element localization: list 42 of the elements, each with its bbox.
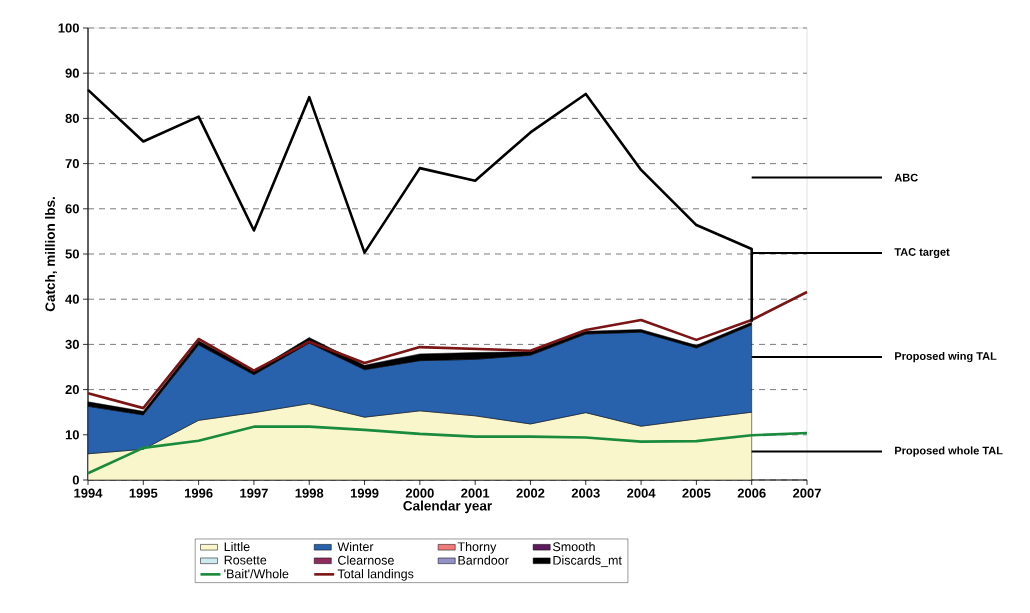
legend-label: Winter — [337, 541, 374, 552]
legend-label: Little — [224, 541, 250, 552]
x-tick-label: 1998 — [295, 488, 324, 498]
legend-label: Clearnose — [338, 555, 394, 565]
legend-label: 'Bait'/Whole — [224, 569, 289, 579]
legend-label: Thorny — [457, 541, 497, 554]
y-tick-label: 20 — [65, 384, 79, 395]
line-series — [86, 425, 809, 475]
y-tick-label: 50 — [65, 249, 79, 259]
y-tick-label: 100 — [58, 23, 79, 33]
ref-line-label: ABC — [894, 173, 918, 182]
x-tick-label: 1994 — [74, 488, 103, 498]
x-tick-label: 1999 — [350, 488, 379, 498]
y-tick-label: 90 — [65, 68, 79, 78]
x-tick-label: 1997 — [240, 488, 268, 498]
ref-line-label: Proposed wing TAL — [895, 351, 997, 363]
ref-line-label: Proposed whole TAL — [895, 446, 1003, 457]
legend-label: Barndoor — [458, 555, 509, 565]
x-tick-label: 2001 — [461, 488, 490, 498]
y-tick-label: 60 — [65, 204, 79, 214]
x-tick-label: 2002 — [516, 488, 545, 498]
y-tick-label: 40 — [65, 294, 79, 304]
x-axis-title: Calendar year — [403, 500, 492, 514]
ref-line-label: TAC target — [894, 248, 950, 259]
legend-label: Rosette — [224, 555, 267, 565]
x-tick-label: 2000 — [405, 488, 434, 498]
y-axis-title: Catch, million lbs. — [45, 197, 57, 312]
x-tick-label: 2007 — [793, 488, 821, 498]
legend-label: Smooth — [553, 541, 595, 552]
x-tick-label: 2005 — [682, 488, 711, 498]
x-tick-label: 1996 — [184, 488, 213, 498]
y-tick-label: 70 — [65, 158, 79, 169]
legend-label: Total landings — [337, 569, 414, 581]
y-tick-label: 10 — [65, 430, 79, 440]
y-tick-label: 30 — [65, 339, 79, 349]
x-tick-label: 2006 — [737, 488, 766, 498]
y-tick-label: 80 — [65, 113, 79, 123]
y-tick-label: 0 — [72, 475, 79, 485]
legend-label: Discards_mt — [553, 555, 622, 568]
x-tick-label: 2004 — [627, 488, 656, 498]
x-tick-label: 2003 — [571, 488, 600, 498]
x-tick-label: 1995 — [129, 488, 158, 498]
